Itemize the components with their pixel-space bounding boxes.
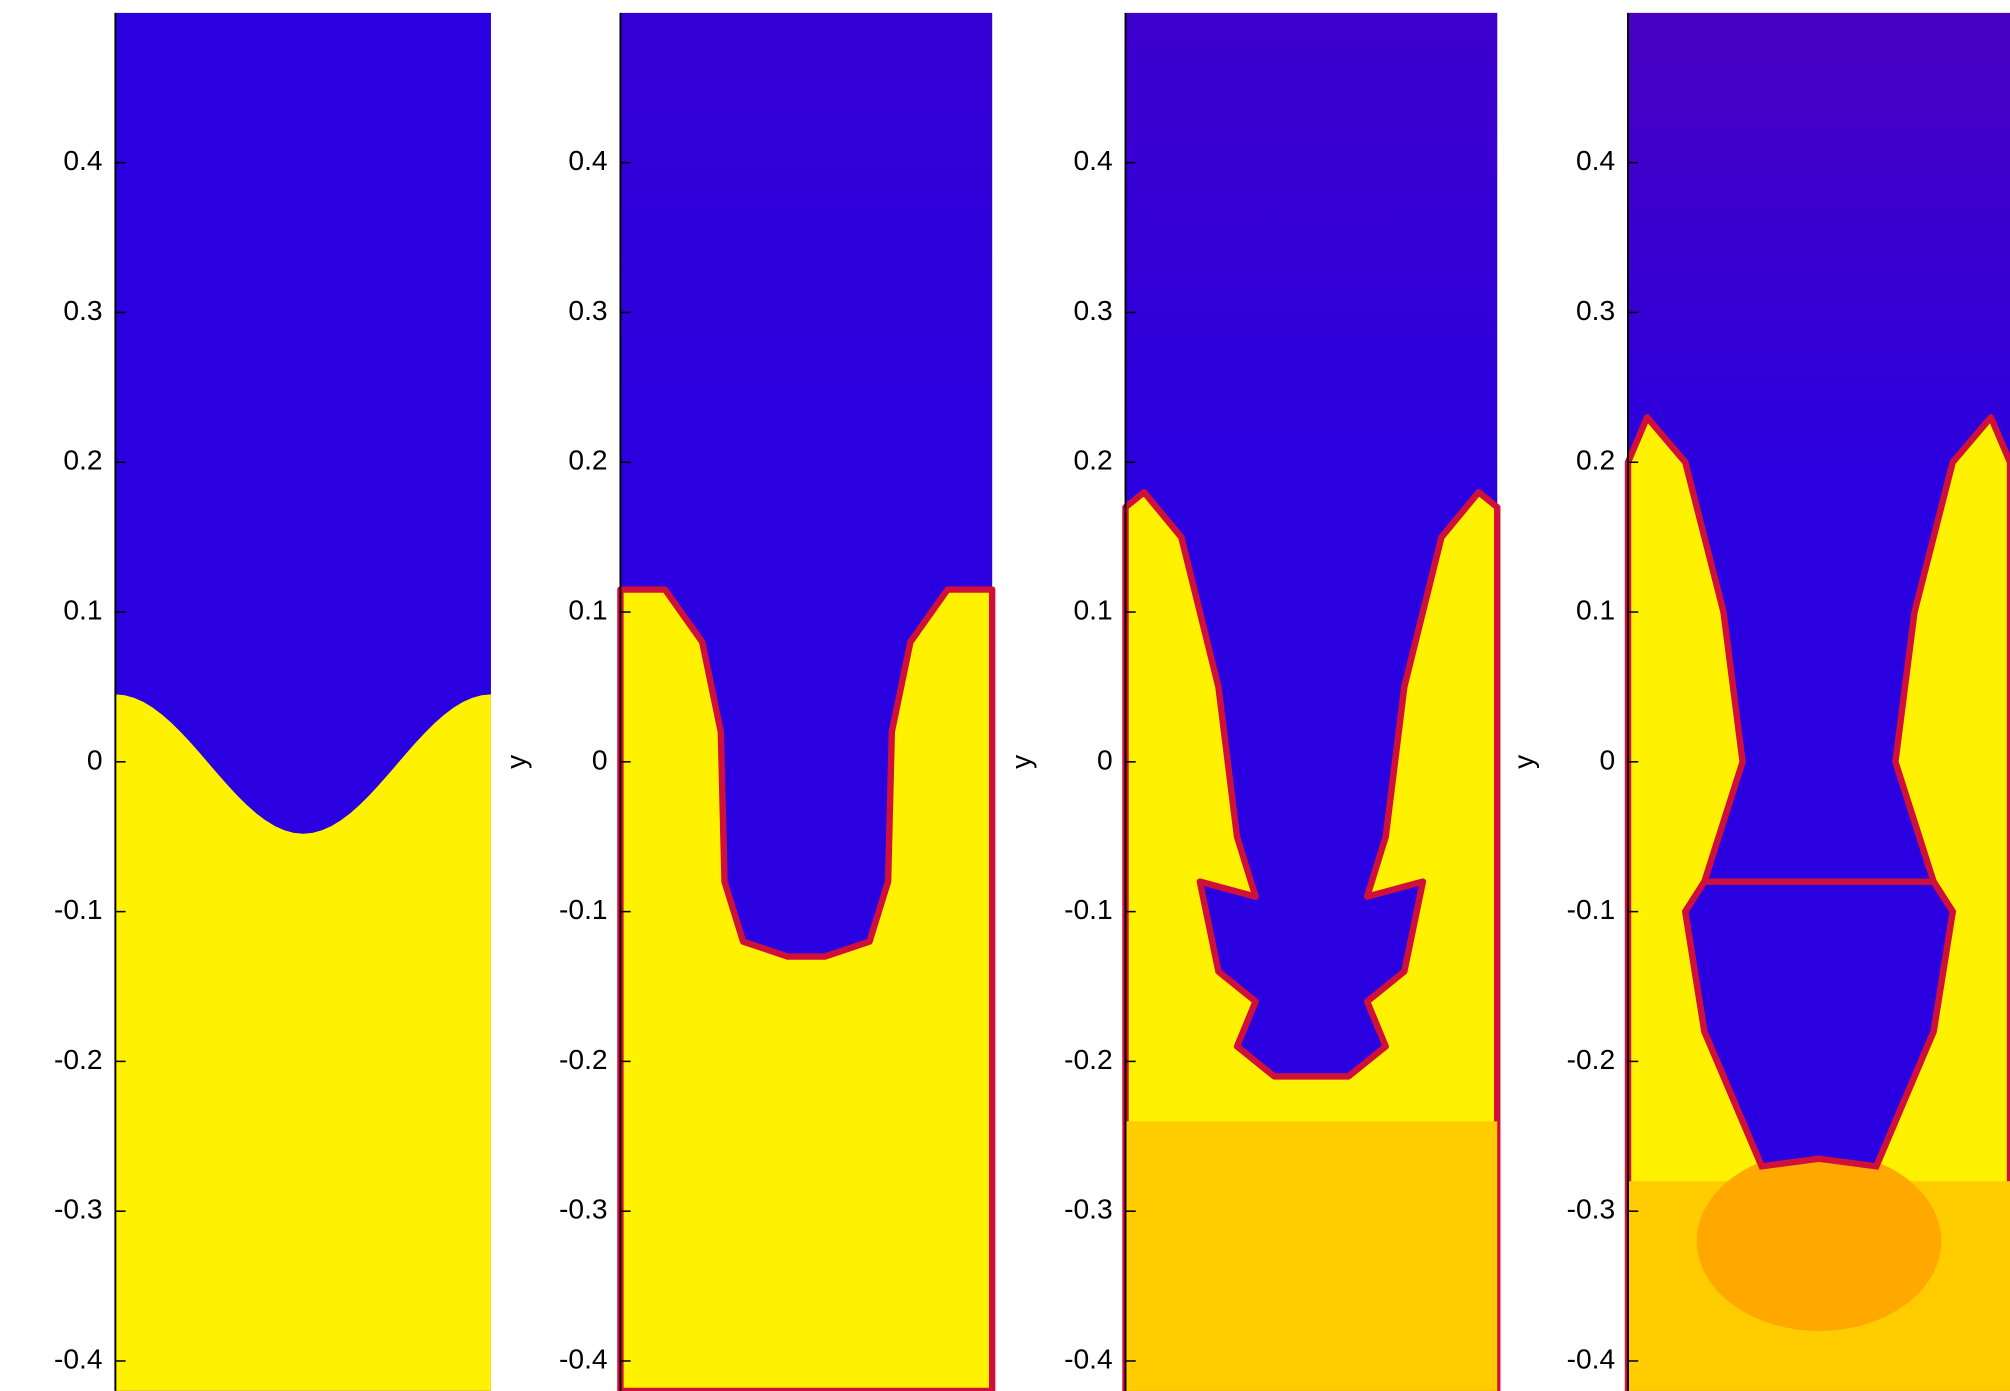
heavy-lower xyxy=(1125,1121,1498,1391)
y-tick-label: -0.2 xyxy=(1064,1043,1113,1075)
y-tick-label: -0.3 xyxy=(559,1193,608,1225)
y-tick-label: 0.2 xyxy=(1073,444,1112,476)
y-tick-label: 0.1 xyxy=(1576,593,1615,625)
y-axis-label: y xyxy=(499,754,531,769)
mixing-band xyxy=(1627,12,2010,496)
y-tick-label: 0.3 xyxy=(1576,294,1615,326)
y-tick-label: 0.4 xyxy=(1576,144,1615,176)
panel: -0.4 -0.3 -0.2 -0.1 0 0.1 0.2 0.3 0.4 y xyxy=(499,12,996,1391)
y-tick-label: 0.3 xyxy=(63,294,102,326)
y-tick-label: -0.4 xyxy=(1567,1342,1616,1374)
y-tick-label: 0.1 xyxy=(568,593,607,625)
y-tick-label: 0.4 xyxy=(1073,144,1112,176)
y-tick-label: 0.2 xyxy=(1576,444,1615,476)
y-axis-label: y xyxy=(1507,754,1539,769)
y-tick-label: 0 xyxy=(592,743,608,775)
y-tick-label: 0.4 xyxy=(63,144,102,176)
heavy-core xyxy=(1696,1151,1942,1332)
mixing-band xyxy=(620,12,993,496)
y-tick-label: -0.2 xyxy=(1567,1043,1616,1075)
y-tick-label: 0.4 xyxy=(568,144,607,176)
y-tick-label: -0.4 xyxy=(1064,1342,1113,1374)
y-tick-label: -0.1 xyxy=(1064,893,1113,925)
y-tick-label: -0.4 xyxy=(559,1342,608,1374)
y-tick-label: 0.2 xyxy=(568,444,607,476)
y-tick-label: -0.1 xyxy=(54,893,103,925)
y-tick-label: -0.3 xyxy=(1064,1193,1113,1225)
y-tick-label: -0.2 xyxy=(559,1043,608,1075)
y-tick-label: -0.3 xyxy=(54,1193,103,1225)
light-plume xyxy=(1681,878,1957,1170)
y-axis-label: y xyxy=(1004,754,1036,769)
y-tick-label: -0.1 xyxy=(559,893,608,925)
y-tick-label: 0.3 xyxy=(1073,294,1112,326)
panel: -0.4 -0.3 -0.2 -0.1 0 0.1 0.2 0.3 0.4 xyxy=(54,12,491,1391)
y-tick-label: -0.2 xyxy=(54,1043,103,1075)
mixing-band xyxy=(1125,12,1498,496)
y-tick-label: 0.1 xyxy=(63,593,102,625)
y-tick-label: 0.2 xyxy=(63,444,102,476)
y-tick-label: 0 xyxy=(87,743,103,775)
y-tick-label: 0 xyxy=(1599,743,1615,775)
panel: -0.4 -0.3 -0.2 -0.1 0 0.1 0.2 0.3 0.4 y xyxy=(1507,12,2010,1391)
heavy-fluid xyxy=(617,586,996,1391)
panel: -0.4 -0.3 -0.2 -0.1 0 0.1 0.2 0.3 0.4 y xyxy=(1004,12,1501,1391)
y-tick-label: -0.3 xyxy=(1567,1193,1616,1225)
y-tick-label: 0.1 xyxy=(1073,593,1112,625)
y-tick-label: 0.3 xyxy=(568,294,607,326)
heavy-fluid xyxy=(115,694,491,1391)
y-tick-label: 0 xyxy=(1097,743,1113,775)
y-tick-label: -0.1 xyxy=(1567,893,1616,925)
y-tick-label: -0.4 xyxy=(54,1342,103,1374)
